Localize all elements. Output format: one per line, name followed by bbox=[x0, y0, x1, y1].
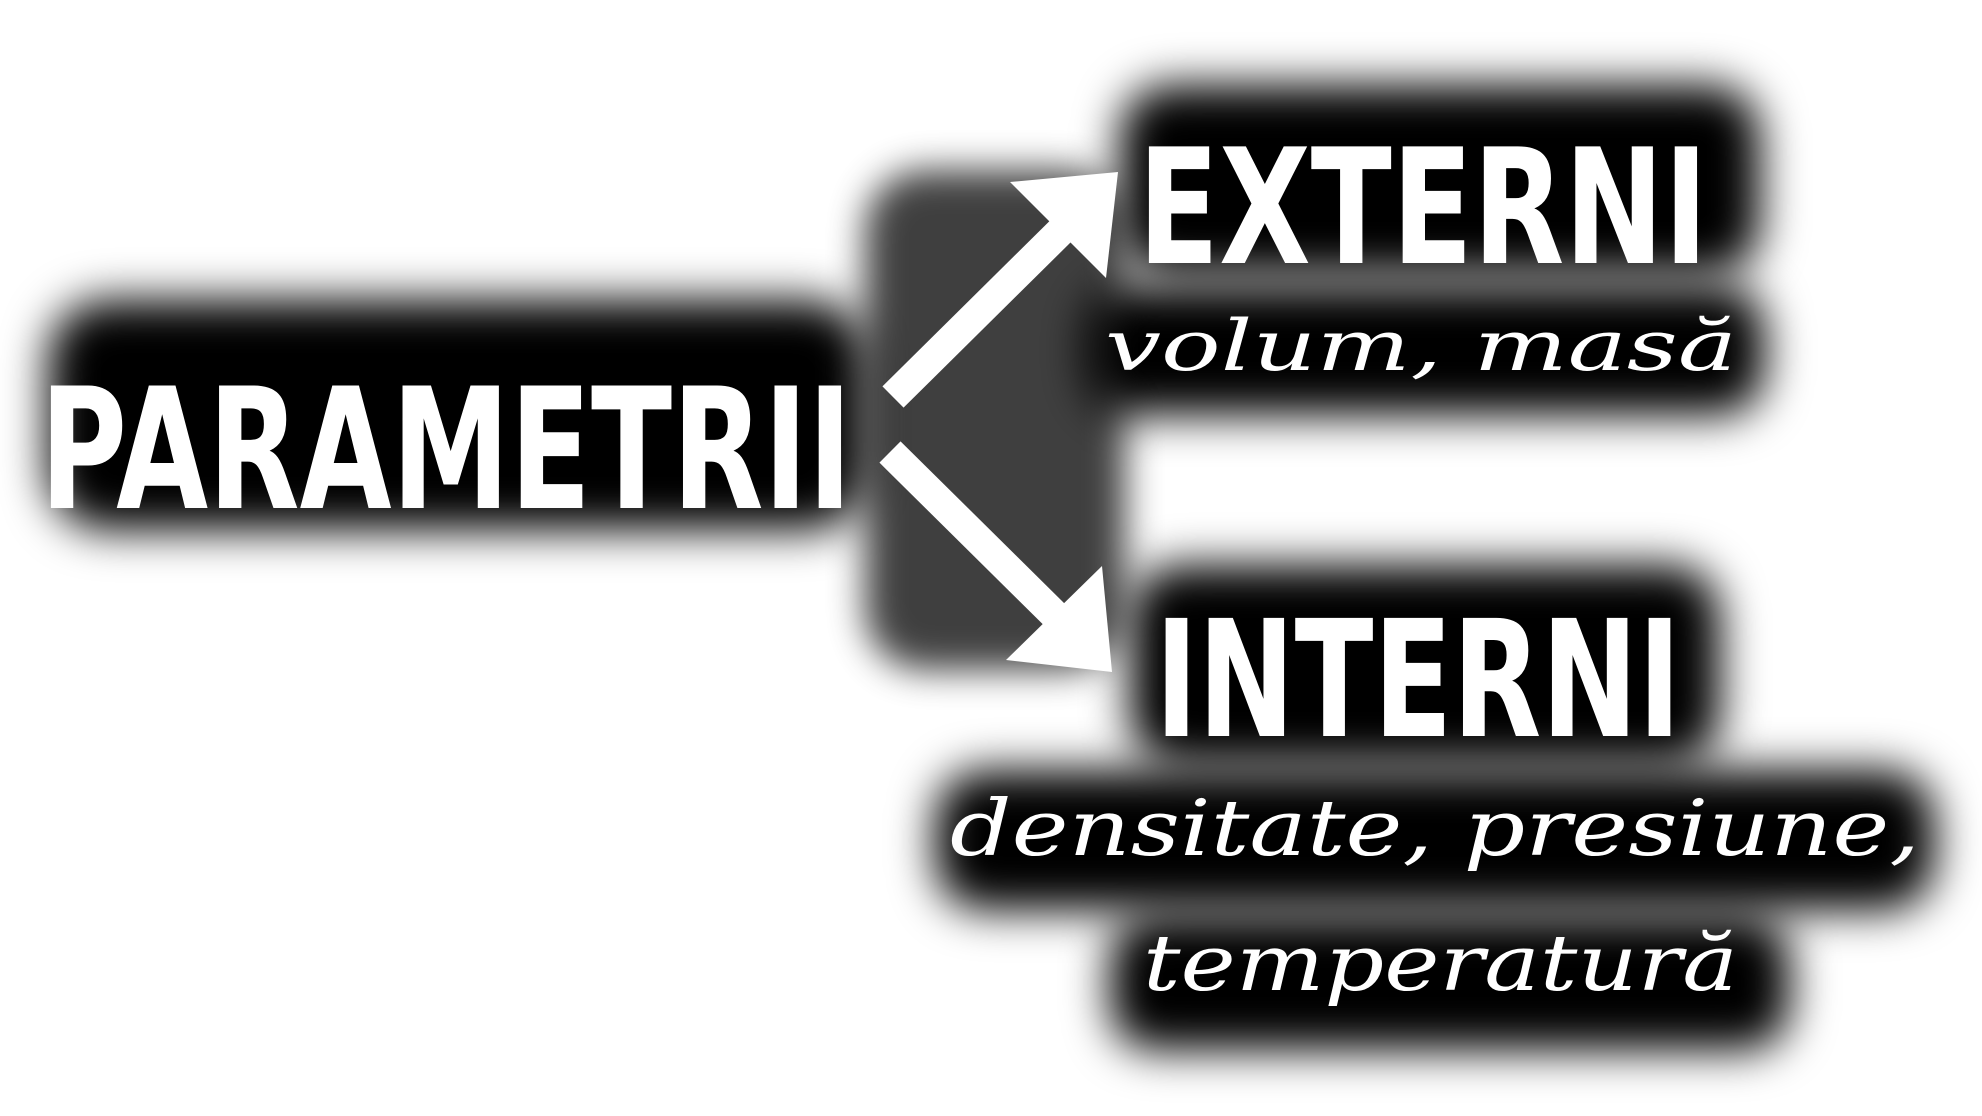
glow-interni bbox=[1130, 565, 1720, 765]
glow-externi bbox=[1120, 85, 1760, 275]
glow-layer bbox=[48, 85, 1935, 1050]
interni-label: INTERNI bbox=[1155, 587, 1681, 775]
interni-examples-line2: temperatură bbox=[1143, 919, 1738, 1009]
arrow-to-interni bbox=[879, 441, 1112, 672]
externi-label: EXTERNI bbox=[1138, 114, 1708, 301]
glow-externi-examples bbox=[1085, 285, 1765, 415]
interni-examples-line1: densitate, presiune, bbox=[950, 784, 1920, 874]
root-label: PARAMETRII bbox=[40, 352, 852, 548]
glow-interni-examples-2 bbox=[1110, 915, 1790, 1050]
externi-examples: volum, masă bbox=[1105, 305, 1737, 387]
arrowhead-externi bbox=[1010, 172, 1118, 278]
glow-arrows bbox=[865, 170, 1125, 670]
arrow-to-externi bbox=[882, 172, 1118, 408]
arrowhead-interni bbox=[1006, 566, 1112, 672]
glow-interni-examples-1 bbox=[935, 770, 1935, 910]
glow-root bbox=[48, 300, 868, 530]
